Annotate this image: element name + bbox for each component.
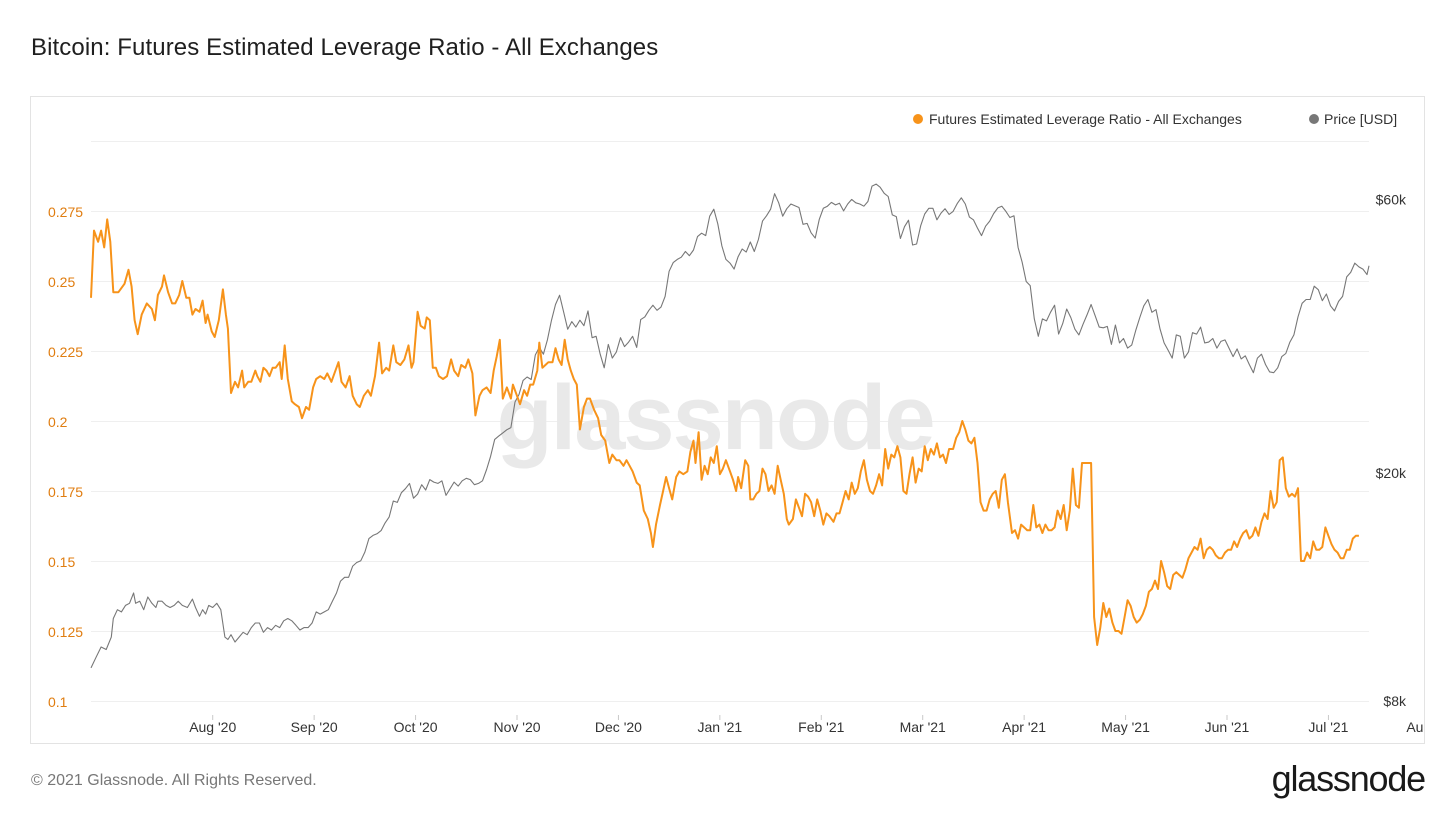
right-tick-label: $60k [1376,192,1407,208]
left-tick-label: 0.125 [48,624,83,640]
legend-dot-price [1309,114,1319,124]
legend-label-leverage[interactable]: Futures Estimated Leverage Ratio - All E… [929,111,1242,127]
right-tick-label: $20k [1376,465,1407,481]
copyright-footer: © 2021 Glassnode. All Rights Reserved. [31,772,317,789]
brand-logo: glassnode [1271,758,1427,799]
chart-svg: glassnode 0.10.1250.150.1750.20.2250.250… [48,111,1424,735]
x-tick-label: Sep '20 [291,719,338,735]
chart-panel: glassnode 0.1 0.125 0.15 0.175 0.2 0.225 0.25 0… [30,96,1425,744]
x-tick-label: Apr '21 [1002,719,1046,735]
x-tick-label: Dec '20 [595,719,642,735]
x-tick-label: Jun '21 [1205,719,1250,735]
left-tick-label: 0.1 [48,694,68,710]
left-tick-label: 0.2 [48,414,68,430]
x-tick-label: Oct '20 [394,719,438,735]
left-tick-label: 0.175 [48,484,83,500]
chart-title: Bitcoin: Futures Estimated Leverage Rati… [31,34,659,61]
x-tick-label: Aug '21 [1406,719,1424,735]
x-axis-ticks: Aug '20 Sep '20 Oct '20 Nov '20 Dec '20 Jan '… [189,715,1424,735]
left-tick-label: 0.225 [48,344,83,360]
series-line-price [90,183,1370,669]
left-axis-ticks: 0.1 0.125 0.15 0.175 0.2 0.225 0.25 0.275 [48,204,83,710]
left-tick-label: 0.275 [48,204,83,220]
series-group [90,183,1370,669]
left-tick-label: 0.25 [48,274,75,290]
right-axis-ticks: $8k $20k $60k [1376,192,1407,709]
left-tick-label: 0.15 [48,554,75,570]
right-tick-label: $8k [1383,693,1407,709]
x-tick-label: Mar '21 [900,719,946,735]
series-line-leverage [90,218,1359,646]
legend: Futures Estimated Leverage Ratio - All E… [913,111,1397,127]
legend-label-price[interactable]: Price [USD] [1324,111,1397,127]
x-tick-label: Nov '20 [493,719,540,735]
x-tick-label: Feb '21 [798,719,844,735]
x-tick-label: Jul '21 [1308,719,1348,735]
x-tick-label: May '21 [1101,719,1150,735]
x-tick-label: Aug '20 [189,719,236,735]
legend-dot-leverage [913,114,923,124]
gridlines [91,141,1369,702]
x-tick-label: Jan '21 [697,719,742,735]
